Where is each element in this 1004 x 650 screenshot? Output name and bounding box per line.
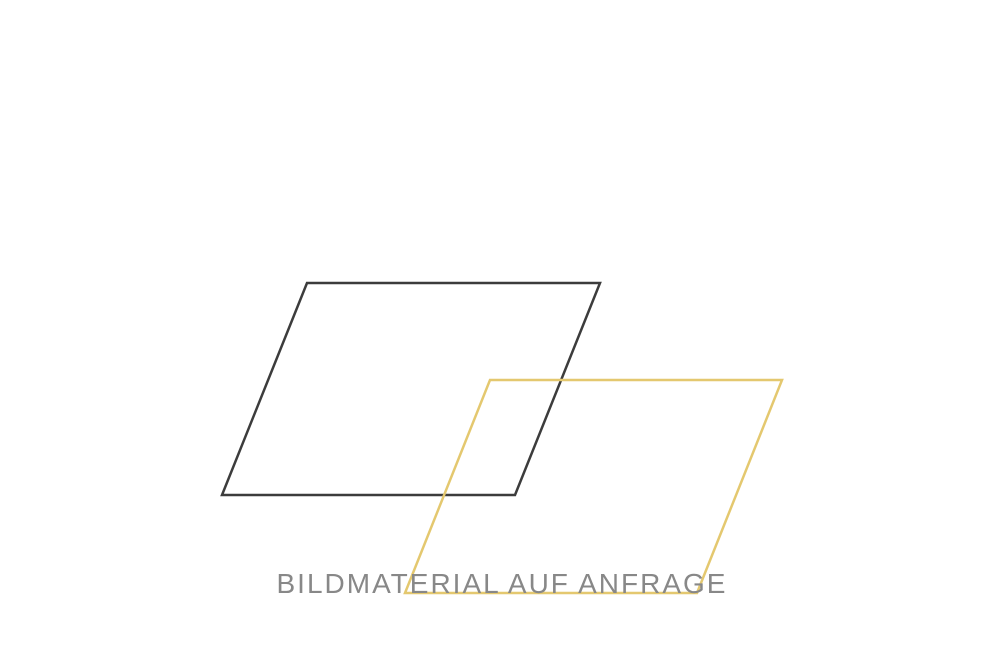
placeholder-graphic — [122, 140, 882, 600]
placeholder-container: BILDMATERIAL AUF ANFRAGE — [0, 0, 1004, 650]
back-parallelogram — [222, 283, 600, 495]
caption-text: BILDMATERIAL AUF ANFRAGE — [0, 568, 1004, 600]
front-parallelogram — [405, 380, 782, 593]
